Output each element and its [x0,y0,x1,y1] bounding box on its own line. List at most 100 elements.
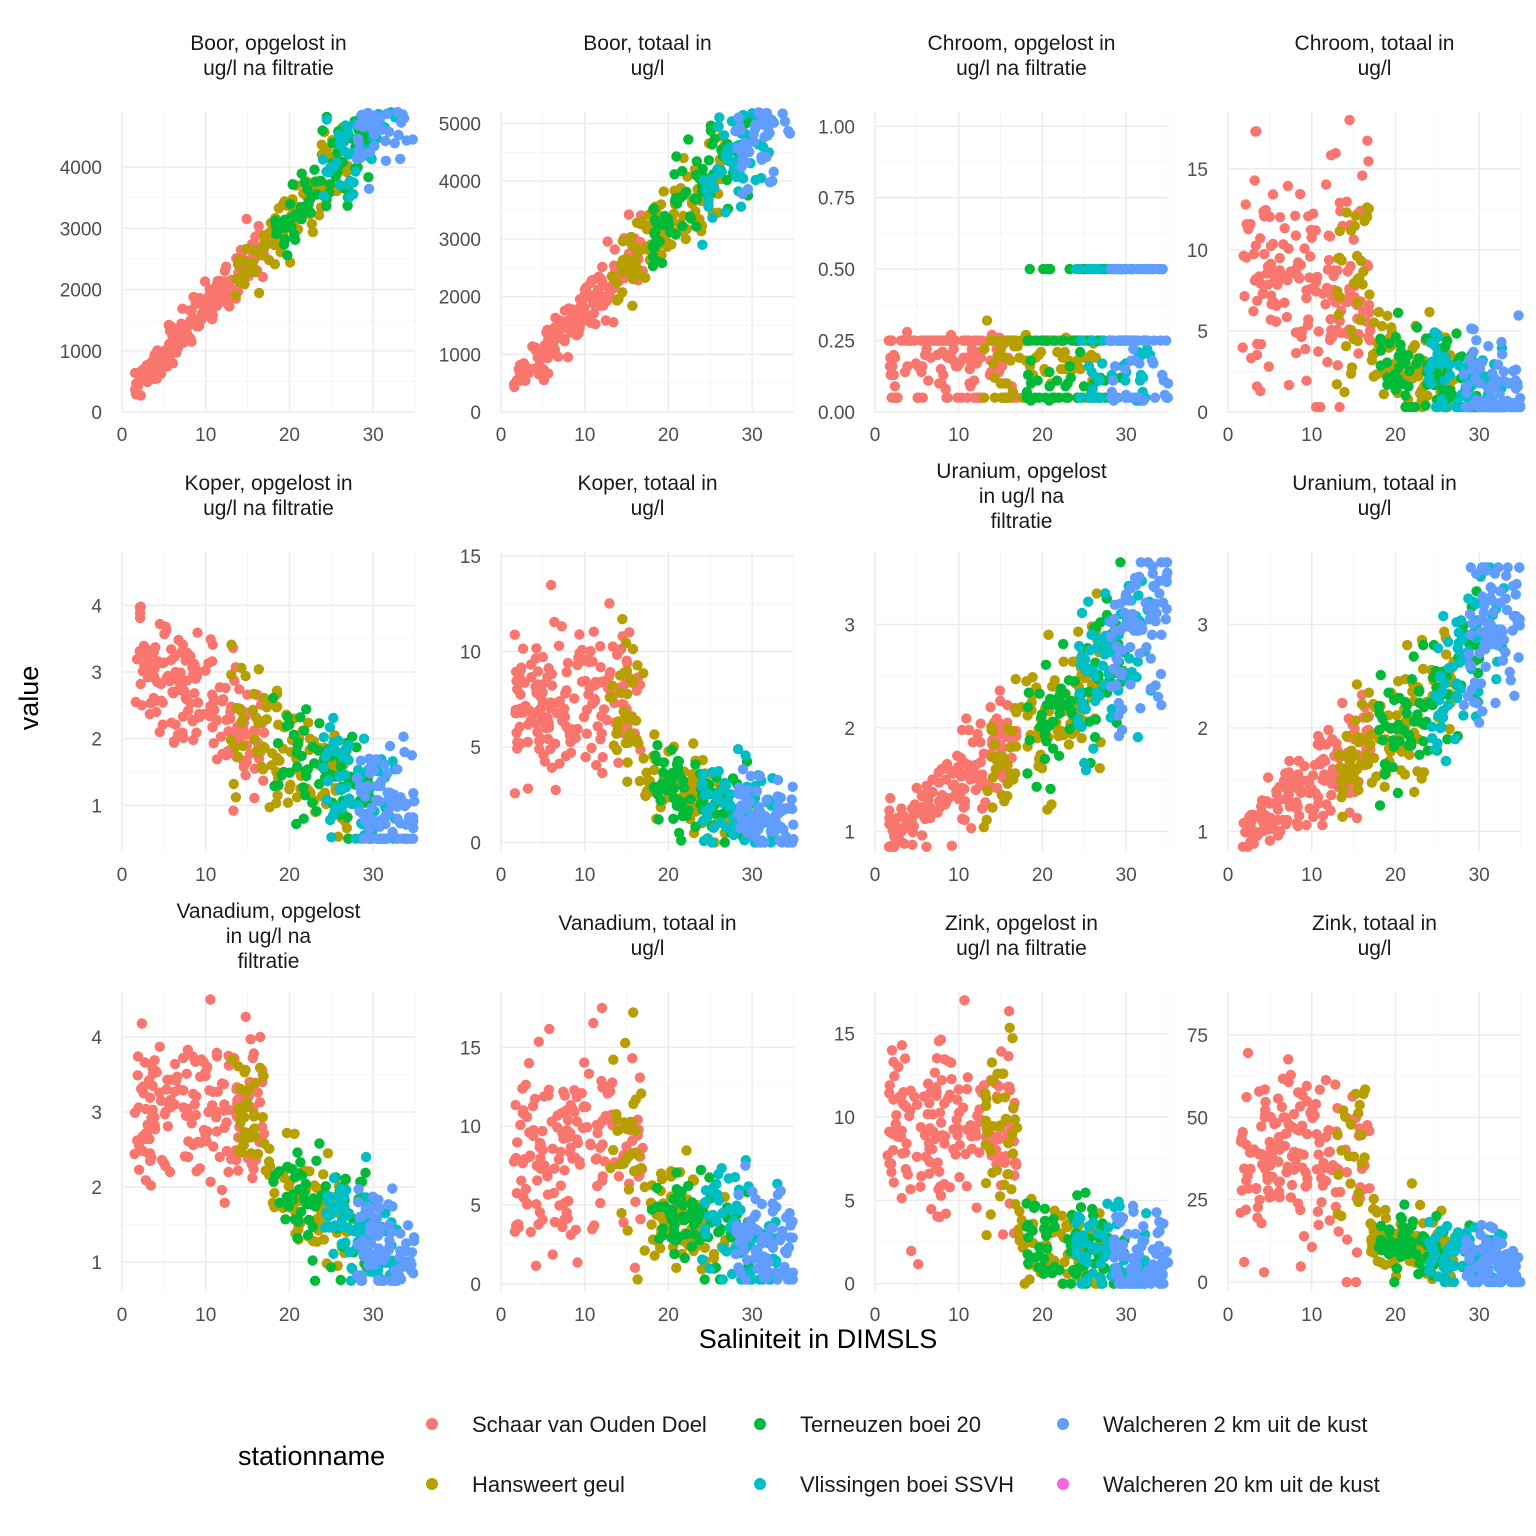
data-point [512,736,523,748]
data-point [1135,703,1146,714]
data-point [207,1100,218,1111]
data-point [250,231,261,242]
data-point [1251,349,1263,361]
y-tick-label: 1 [91,796,102,817]
data-point [362,107,373,119]
facet-title: Boor, totaal in ug/l [583,32,711,80]
data-point [630,1094,642,1105]
data-point [975,756,986,768]
data-point [1464,659,1475,670]
data-point [559,333,570,345]
data-point [149,1124,161,1135]
data-point [236,1133,247,1144]
data-point [699,790,711,801]
data-point [364,753,375,764]
data-point [280,234,291,245]
data-point [1252,830,1263,841]
data-point [721,174,733,186]
y-tick-label: 0 [1197,403,1208,424]
data-point [515,665,526,676]
data-point [718,783,729,794]
x-tick-label: 30 [742,865,763,886]
data-point [1150,616,1161,627]
data-point [888,841,899,852]
data-point [1335,762,1346,773]
data-point [177,711,189,722]
x-tick-label: 20 [1385,425,1406,446]
data-point [406,833,417,844]
data-point [716,166,727,178]
data-point [1508,365,1519,377]
data-point [234,1145,245,1157]
data-point [354,782,366,793]
data-point [550,312,561,323]
x-tick-label: 20 [658,865,679,886]
data-point [279,218,290,229]
data-point [1146,629,1158,640]
data-point [1511,578,1522,590]
data-point [1089,732,1101,743]
facet-title-line: Uranium, opgelost [936,460,1107,483]
data-point [1465,629,1476,640]
data-point [355,1239,367,1251]
data-point [709,182,720,193]
data-point [884,805,895,816]
data-point [1392,787,1404,799]
data-point [1045,783,1056,795]
data-point [208,1141,219,1152]
data-point [373,1274,384,1286]
data-point [131,654,143,665]
data-point [640,790,651,802]
data-point [688,738,699,749]
data-point [273,780,284,791]
data-point [904,335,915,346]
data-point [696,780,708,792]
data-point [1388,735,1399,746]
data-point [240,670,251,682]
data-point [226,1154,237,1165]
data-point [1086,366,1097,378]
data-point [1252,295,1263,306]
data-point [1336,774,1347,785]
data-point [212,300,223,311]
data-point [1464,608,1476,620]
data-point [1292,782,1303,794]
facet-title: Vanadium, totaal in ug/l [558,912,736,960]
data-point [1160,614,1172,625]
x-tick-label: 10 [948,425,969,446]
data-point [1162,392,1174,403]
data-point [1317,819,1328,831]
data-point [1418,639,1429,651]
data-point [289,1128,300,1140]
data-point [756,151,767,163]
y-tick-label: 3000 [60,219,102,240]
data-point [591,1119,603,1131]
data-point [1242,841,1253,852]
data-point [565,1229,576,1241]
data-point [140,1175,151,1186]
data-point [273,203,285,214]
data-point [544,1023,555,1035]
data-point [627,674,639,686]
data-point [207,722,218,733]
data-point [1134,375,1146,386]
data-point [559,1165,570,1176]
data-point [1485,392,1496,404]
data-point [1083,596,1094,607]
data-point [1058,638,1069,650]
y-tick-label: 3 [91,663,102,684]
data-point [916,830,928,841]
data-point [1044,366,1055,378]
data-point [1128,343,1139,355]
data-point [211,1047,222,1059]
data-point [1094,763,1106,774]
data-point [221,714,232,726]
data-point [1339,386,1350,398]
data-point [736,802,747,813]
data-point [996,361,1008,372]
data-point [175,647,187,658]
data-point [249,792,260,804]
data-point [754,770,765,782]
data-point [1439,375,1450,386]
